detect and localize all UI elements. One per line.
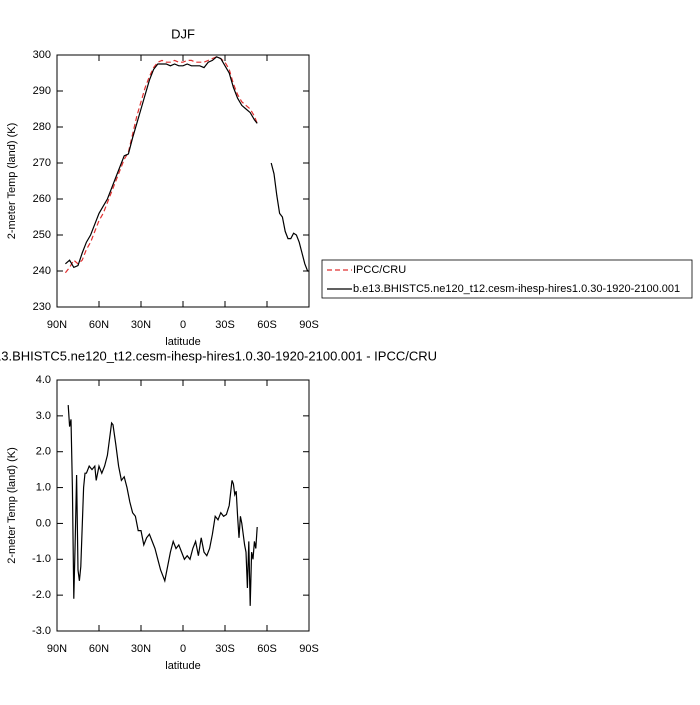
x-tick-label: 0	[180, 643, 186, 655]
x-tick-label: 30N	[131, 319, 151, 331]
y-tick-label: 240	[33, 265, 51, 277]
y-tick-label: 1.0	[36, 481, 51, 493]
data-line	[67, 405, 258, 606]
y-tick-label: 230	[33, 301, 51, 313]
data-line	[64, 56, 258, 274]
y-tick-label: 260	[33, 193, 51, 205]
x-axis-label: latitude	[165, 660, 200, 672]
y-tick-label: 300	[33, 49, 51, 61]
y-tick-label: 290	[33, 85, 51, 97]
chart-title: DJF	[171, 26, 195, 41]
legend-box	[321, 259, 693, 299]
y-tick-label: 250	[33, 229, 51, 241]
y-axis-label: 2-meter Temp (land) (K)	[6, 123, 18, 240]
y-tick-label: 270	[33, 157, 51, 169]
plot-frame	[56, 379, 310, 632]
x-axis-label: latitude	[165, 336, 200, 348]
legend-label: IPCC/CRU	[353, 264, 406, 276]
data-line	[65, 56, 309, 272]
x-tick-label: 90N	[47, 643, 67, 655]
y-tick-label: -2.0	[32, 589, 51, 601]
x-tick-label: 90N	[47, 319, 67, 331]
y-tick-label: -1.0	[32, 553, 51, 565]
x-tick-label: 0	[180, 319, 186, 331]
y-axis-label: 2-meter Temp (land) (K)	[6, 447, 18, 564]
x-tick-label: 30S	[215, 643, 235, 655]
y-tick-label: 280	[33, 121, 51, 133]
y-tick-label: 3.0	[36, 410, 51, 422]
x-tick-label: 60N	[89, 643, 109, 655]
y-tick-label: 0.0	[36, 517, 51, 529]
plot-frame	[56, 54, 310, 308]
x-tick-label: 60S	[257, 319, 277, 331]
x-tick-label: 30S	[215, 319, 235, 331]
x-tick-label: 60N	[89, 319, 109, 331]
y-tick-label: 2.0	[36, 446, 51, 458]
y-tick-label: 4.0	[36, 374, 51, 386]
x-tick-label: 30N	[131, 643, 151, 655]
x-tick-label: 60S	[257, 643, 277, 655]
y-tick-label: -3.0	[32, 625, 51, 637]
x-tick-label: 90S	[299, 319, 319, 331]
x-tick-label: 90S	[299, 643, 319, 655]
chart-title: b.e13.BHISTC5.ne120_t12.cesm-ihesp-hires…	[0, 348, 437, 363]
legend-label: b.e13.BHISTC5.ne120_t12.cesm-ihesp-hires…	[353, 283, 680, 295]
